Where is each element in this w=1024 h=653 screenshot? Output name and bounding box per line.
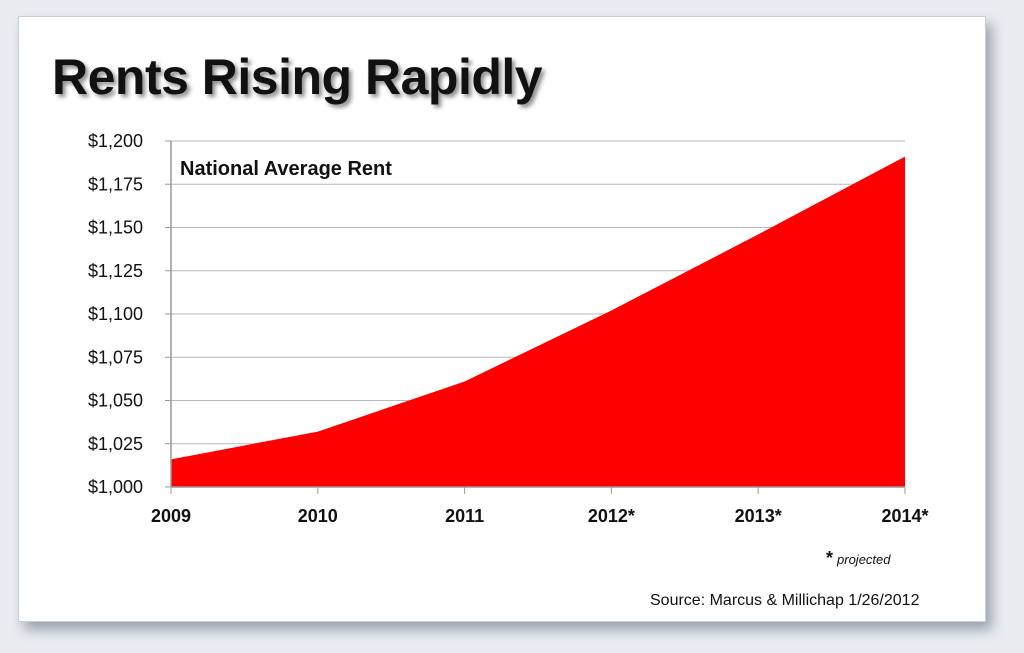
chart-title: Rents Rising Rapidly	[52, 49, 543, 105]
y-tick-label: $1,175	[88, 174, 143, 194]
x-tick-label: 2014*	[881, 506, 928, 526]
y-tick-labels: $1,000 $1,025 $1,050 $1,075 $1,100 $1,125 $1,1…	[88, 131, 171, 497]
footnote-text: projected	[837, 552, 891, 567]
rent-area	[171, 156, 905, 487]
y-tick-label: $1,000	[88, 477, 143, 497]
x-tick-labels: 2009 2010 2011 2012* 2013* 2014*	[151, 487, 929, 526]
area-layer	[171, 156, 905, 487]
x-tick-label: 2011	[445, 506, 484, 526]
chart-subtitle: National Average Rent	[180, 158, 392, 180]
source-note: Source: Marcus & Millichap 1/26/2012	[650, 592, 920, 609]
footnote-star: *	[826, 548, 834, 568]
y-tick-label: $1,025	[88, 434, 143, 454]
y-tick-label: $1,050	[88, 391, 143, 411]
projected-footnote: * projected	[826, 548, 891, 569]
y-tick-label: $1,200	[88, 131, 143, 151]
x-tick-label: 2009	[151, 506, 191, 526]
y-tick-label: $1,125	[88, 261, 143, 281]
y-tick-label: $1,100	[88, 304, 143, 324]
y-tick-label: $1,075	[88, 347, 143, 367]
x-tick-label: 2010	[298, 506, 338, 526]
x-tick-label: 2013*	[735, 506, 782, 526]
y-tick-label: $1,150	[88, 218, 143, 238]
x-tick-label: 2012*	[588, 506, 635, 526]
